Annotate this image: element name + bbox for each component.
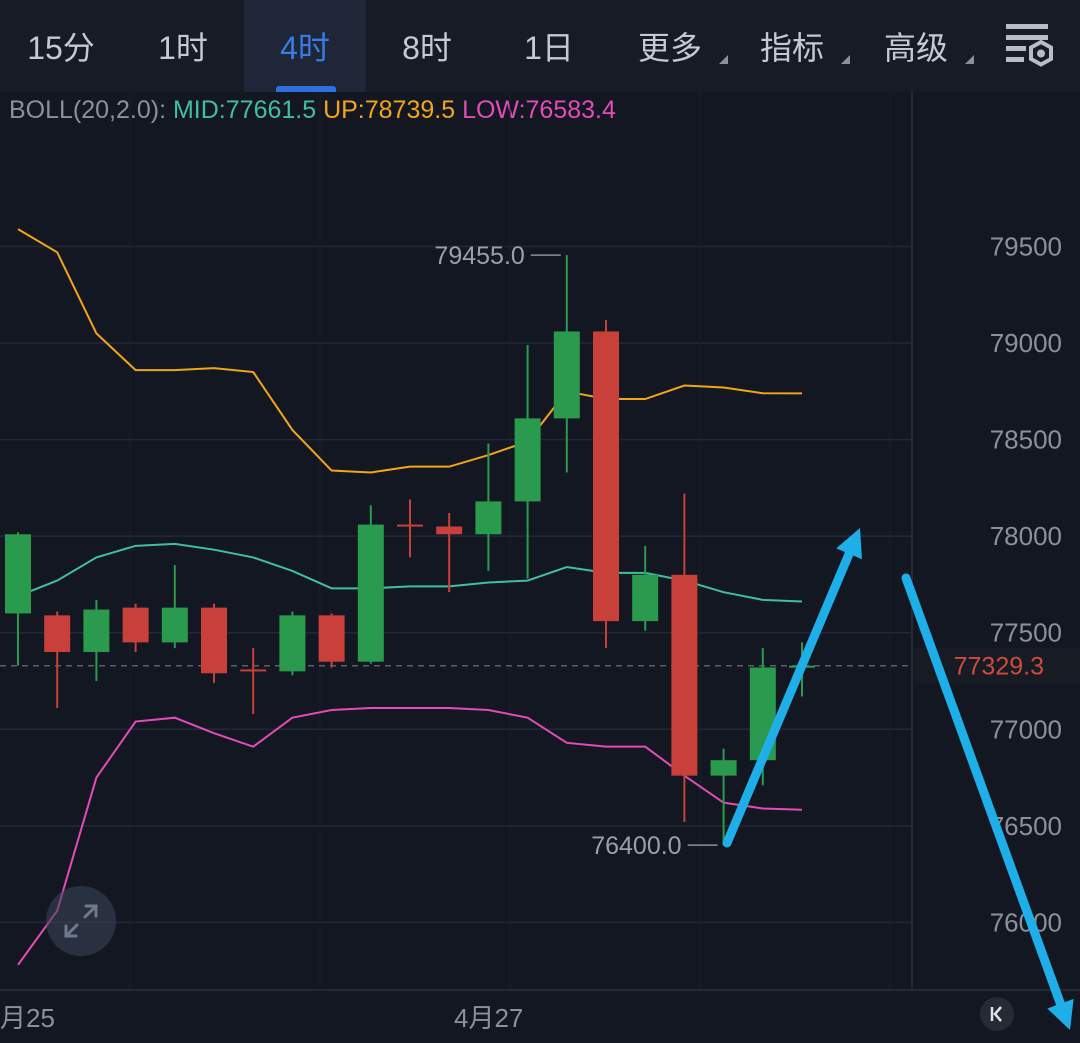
candle-body bbox=[44, 615, 71, 653]
high-marker-label: 79455.0 bbox=[434, 242, 524, 270]
down-arrow bbox=[901, 573, 1074, 1030]
candle-body bbox=[553, 331, 580, 419]
candle-body bbox=[83, 609, 110, 653]
dropdown-triangle-icon bbox=[841, 55, 850, 64]
arrow-shaft bbox=[901, 573, 1065, 1009]
boll-indicator-readout: BOLL(20,2.0): MID:77661.5 UP:78739.5 LOW… bbox=[9, 96, 616, 125]
y-tick-label: 77000 bbox=[990, 714, 1062, 744]
dropdown-triangle-icon bbox=[965, 55, 974, 64]
boll-low-line bbox=[17, 707, 803, 966]
arrow-head bbox=[836, 528, 863, 560]
tab-label: 指标 bbox=[759, 30, 824, 66]
tab-label: 15分 bbox=[27, 30, 95, 66]
y-tick-label: 78500 bbox=[990, 425, 1062, 455]
candle-body bbox=[593, 331, 619, 622]
tab-15min[interactable]: 15分 bbox=[0, 0, 122, 92]
candle-body bbox=[397, 524, 423, 527]
arrow-shaft bbox=[722, 549, 854, 848]
candle-body bbox=[710, 760, 737, 776]
tab-1h[interactable]: 1时 bbox=[122, 0, 244, 92]
tab-1d[interactable]: 1日 bbox=[488, 0, 610, 92]
boll-mid-value: MID:77661.5 bbox=[172, 96, 317, 124]
up-arrow bbox=[722, 528, 863, 848]
tab-label: 8时 bbox=[402, 30, 452, 66]
tab-more[interactable]: 更多 bbox=[610, 0, 730, 92]
tab-indicators[interactable]: 指标 bbox=[732, 0, 852, 92]
boll-mid-line bbox=[17, 542, 803, 603]
current-price-label: 77329.3 bbox=[954, 653, 1044, 681]
tab-advanced[interactable]: 高级 bbox=[856, 0, 976, 92]
chart-grid bbox=[0, 92, 912, 990]
y-tick-label: 78000 bbox=[990, 521, 1062, 551]
tab-label: 1时 bbox=[158, 30, 208, 66]
tab-label: 1日 bbox=[524, 30, 574, 66]
fullscreen-expand-button[interactable] bbox=[46, 886, 116, 956]
boll-bands bbox=[17, 228, 803, 966]
candle-body bbox=[436, 526, 463, 535]
y-tick-label: 79000 bbox=[990, 328, 1062, 358]
boll-name: BOLL(20,2.0): bbox=[9, 96, 167, 124]
candle-body bbox=[514, 418, 541, 502]
price-axis: 7950079000785007800077500770007650076000… bbox=[914, 231, 1080, 937]
y-tick-label: 79500 bbox=[990, 231, 1062, 261]
candle-body bbox=[279, 615, 306, 672]
candle-body bbox=[161, 607, 188, 643]
x-axis-label: 月25 bbox=[0, 1003, 55, 1033]
dropdown-triangle-icon bbox=[719, 55, 728, 64]
boll-up-line bbox=[17, 228, 803, 474]
low-marker-label: 76400.0 bbox=[591, 832, 681, 860]
trend-arrows bbox=[722, 528, 1074, 1030]
timeframe-tab-bar: 15分 1时 4时 8时 1日 更多 指标 高级 bbox=[0, 0, 1080, 92]
tab-8h[interactable]: 8时 bbox=[366, 0, 488, 92]
candle-body bbox=[240, 669, 267, 672]
x-axis-label: 4月27 bbox=[454, 1003, 524, 1033]
boll-up-value: UP:78739.5 bbox=[323, 96, 456, 124]
extreme-markers: 79455.0 76400.0 bbox=[434, 242, 718, 860]
candle-body bbox=[357, 524, 384, 662]
tab-label: 更多 bbox=[637, 30, 702, 66]
candle-body bbox=[318, 615, 345, 662]
tab-4h[interactable]: 4时 bbox=[244, 0, 366, 92]
candle-body bbox=[122, 607, 149, 643]
tab-label: 4时 bbox=[280, 30, 330, 66]
expand-arrows-icon bbox=[64, 904, 98, 938]
candle-body bbox=[5, 534, 31, 614]
candle-body bbox=[632, 574, 659, 622]
y-tick-label: 77500 bbox=[990, 618, 1062, 648]
skip-to-latest-icon bbox=[990, 1006, 1002, 1022]
candle-body bbox=[475, 501, 502, 535]
chart-settings-icon[interactable] bbox=[1000, 18, 1060, 74]
tab-label: 高级 bbox=[883, 30, 948, 66]
candle-body bbox=[201, 607, 227, 674]
scroll-to-latest-button[interactable] bbox=[980, 997, 1014, 1031]
arrow-head bbox=[1047, 998, 1074, 1030]
boll-low-value: LOW:76583.4 bbox=[462, 96, 616, 124]
candle-body bbox=[671, 574, 698, 776]
